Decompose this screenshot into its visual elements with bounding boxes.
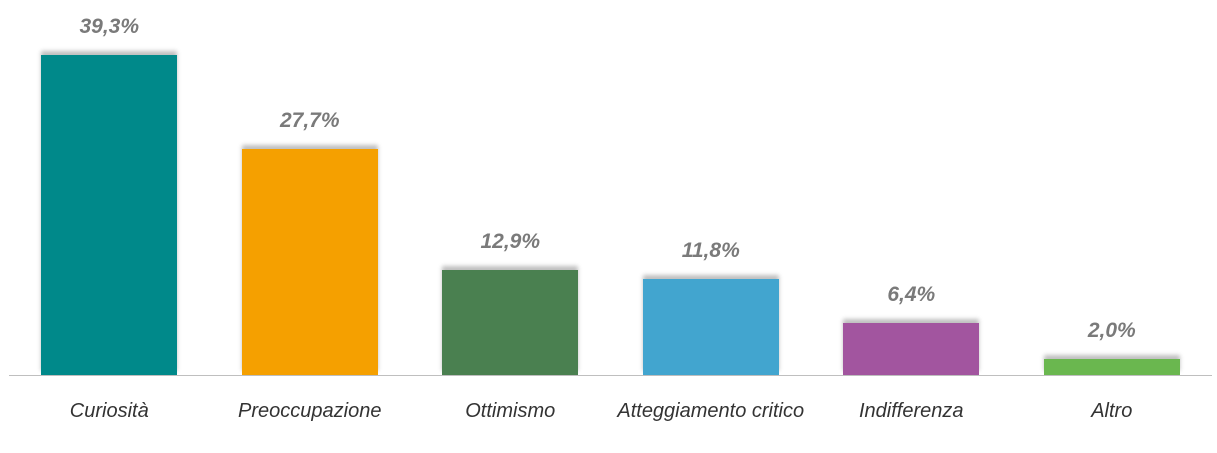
value-label: 6,4%: [887, 282, 936, 306]
bar: [41, 55, 178, 375]
x-tick-label: Preoccupazione: [238, 400, 382, 422]
x-tick-label: Indifferenza: [858, 400, 964, 422]
x-tick-label: Atteggiamento critico: [617, 400, 805, 422]
bar: [442, 269, 579, 375]
value-label: 39,3%: [79, 15, 140, 38]
value-label: 12,9%: [480, 229, 541, 253]
value-label: 2,0%: [1087, 318, 1136, 342]
x-tick-label: Ottimismo: [465, 400, 556, 422]
value-label: 27,7%: [279, 109, 340, 133]
bar: [241, 149, 378, 375]
value-label: 11,8%: [681, 238, 740, 262]
baseline: [9, 375, 1212, 376]
bar: [642, 278, 779, 375]
x-tick-label: Curiosità: [69, 400, 149, 422]
x-tick-label: Altro: [1091, 400, 1133, 422]
bar: [843, 322, 980, 375]
bar: [1043, 358, 1180, 375]
